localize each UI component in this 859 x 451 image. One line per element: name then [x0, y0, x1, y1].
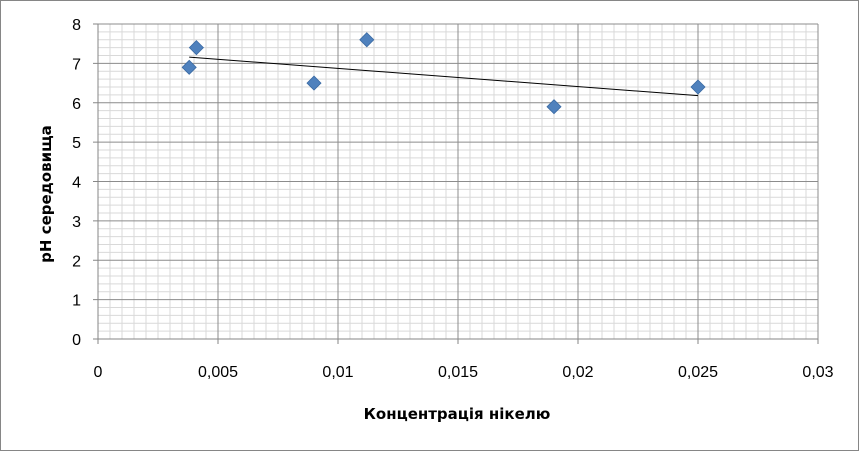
x-tick-label: 0,02 — [562, 364, 593, 381]
data-point — [306, 75, 322, 91]
data-point — [188, 40, 204, 56]
y-tick-label: 6 — [72, 96, 81, 113]
y-axis-title: pH середовища — [37, 125, 55, 263]
x-tick-label: 0,025 — [678, 364, 718, 381]
y-tick-label: 4 — [72, 175, 81, 192]
data-point — [690, 79, 706, 95]
data-point — [359, 32, 375, 48]
x-tick-label: 0,03 — [802, 364, 833, 381]
data-point — [546, 99, 562, 115]
y-tick-label: 7 — [72, 56, 81, 73]
y-tick-label: 5 — [72, 135, 81, 152]
y-tick-label: 1 — [72, 293, 81, 310]
trendline-layer — [189, 56, 699, 97]
x-tick-label: 0,01 — [322, 364, 353, 381]
trendline — [189, 56, 699, 97]
y-tick-label: 0 — [72, 332, 81, 349]
grid-lines — [98, 23, 819, 339]
y-tick-labels: 0 1 2 3 4 5 6 7 8 — [72, 17, 81, 349]
data-point — [181, 59, 197, 75]
y-tick-label: 3 — [72, 214, 81, 231]
x-axis-title: Концентрація нікелю — [364, 405, 551, 423]
data-points — [181, 32, 706, 115]
x-tick-labels: 0 0,005 0,01 0,015 0,02 0,025 0,03 — [94, 364, 834, 381]
x-tick-label: 0,015 — [438, 364, 478, 381]
x-tick-label: 0 — [94, 364, 103, 381]
y-tick-label: 8 — [72, 17, 81, 34]
y-tick-label: 2 — [72, 253, 81, 270]
x-tick-label: 0,005 — [198, 364, 238, 381]
axes — [93, 23, 819, 344]
